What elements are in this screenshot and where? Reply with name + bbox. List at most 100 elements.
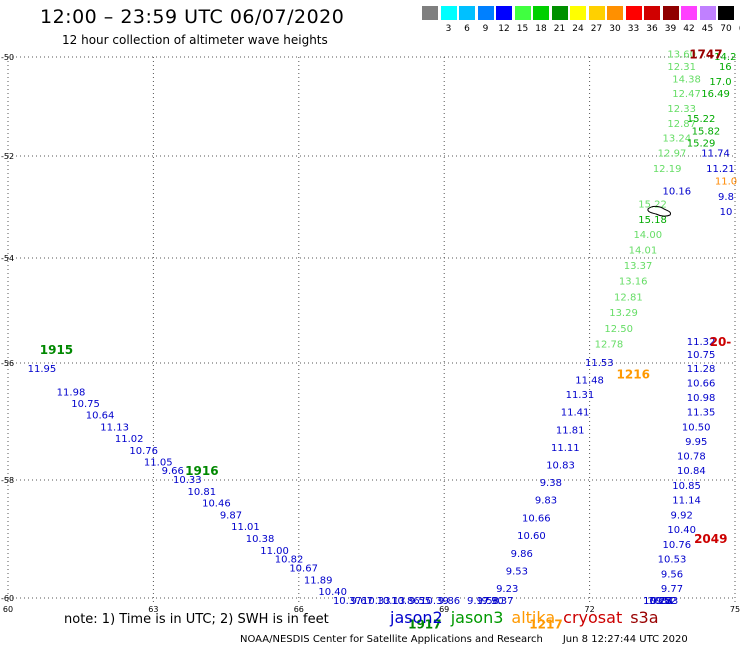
wave-height-value: 10.76 <box>129 446 158 457</box>
map-subtitle: 12 hour collection of altimeter wave hei… <box>62 33 328 47</box>
pass-time-label: 1747 <box>689 48 722 62</box>
satellite-name: s3a <box>630 608 659 627</box>
lat-tick-label: -60 <box>1 594 14 603</box>
wave-height-value: 11.02 <box>115 434 144 445</box>
wave-height-value: 12.87 <box>667 119 696 130</box>
legend-swatch <box>718 6 734 20</box>
legend-label: 27 <box>590 24 603 34</box>
wave-height-value: 10.67 <box>289 564 318 575</box>
lon-tick-label: 75 <box>730 605 740 614</box>
wave-height-value: 9.87 <box>220 510 242 521</box>
wave-height-value: 9.53 <box>506 566 528 577</box>
wave-height-value: 15.18 <box>638 215 667 226</box>
wave-height-value: 10.78 <box>677 452 706 463</box>
legend-swatch <box>662 6 679 20</box>
time-labels: 1915 1916 1917 1217 1216 2049 20- 1747 <box>40 48 732 632</box>
wave-height-value: 14.00 <box>633 230 662 241</box>
wave-height-value: 10.75 <box>71 399 100 410</box>
legend-label: 33 <box>627 24 640 34</box>
footnote: note: 1) Time is in UTC; 2) SWH is in fe… <box>64 612 329 627</box>
lat-tick-label: -58 <box>1 476 14 485</box>
wave-height-value: 11.00 <box>260 546 289 557</box>
legend-label: 15 <box>516 24 529 34</box>
legend-label: 30 <box>609 24 621 34</box>
legend-swatch <box>477 6 494 20</box>
wave-height-value: 14.2 <box>714 52 736 63</box>
pass-time-label: 1916 <box>185 464 218 478</box>
wave-height-value: 10.40 <box>667 525 696 536</box>
legend-label: 70 <box>720 24 732 34</box>
wave-height-value: 12.31 <box>667 62 696 73</box>
credit-source: NOAA/NESDIS Center for Satellite Applica… <box>240 634 543 645</box>
legend-swatch <box>533 6 549 20</box>
wave-height-value: 10.81 <box>188 487 217 498</box>
legend-label: 45 <box>701 24 714 34</box>
wave-height-value: 9.23 <box>496 584 518 595</box>
legend-swatch <box>699 6 716 20</box>
wave-height-value: 11.13 <box>100 422 129 433</box>
wave-height-value: 12.78 <box>595 340 624 351</box>
pass-time-label: 1216 <box>617 368 650 382</box>
lon-tick-label: 69 <box>439 605 449 614</box>
wave-height-value: 10.83 <box>546 460 575 471</box>
wave-height-value: 17.0 <box>709 77 731 88</box>
wave-height-value: 11.89 <box>304 575 333 586</box>
wave-height-value: 11.11 <box>551 443 580 454</box>
credit-timestamp: Jun 8 12:27:44 UTC 2020 <box>562 634 688 645</box>
wave-height-value: 10.50 <box>682 422 711 433</box>
wave-height-value: 11.14 <box>672 496 701 507</box>
wave-height-value: 10.85 <box>672 481 701 492</box>
wave-height-value: 13.16 <box>619 277 648 288</box>
island-outline <box>647 205 671 217</box>
wave-height-value: 12.97 <box>658 149 687 160</box>
legend-label: 3 <box>445 24 452 34</box>
wave-height-value: 9.77 <box>661 584 683 595</box>
wave-height-value: 11.35 <box>687 408 716 419</box>
wave-height-value: 16 <box>719 62 732 73</box>
wave-height-value: 9.56 <box>661 569 683 580</box>
wave-height-value: 9.8 <box>718 192 734 203</box>
wave-height-value: 9.38 <box>540 478 562 489</box>
wave-height-value: 12.47 <box>672 89 701 100</box>
wave-height-value: 9.58 <box>477 596 499 607</box>
lat-tick-label: -50 <box>1 53 14 62</box>
wave-height-value: 12.81 <box>614 292 643 303</box>
wave-height-value: 10.98 <box>687 393 716 404</box>
wave-height-value: 10.66 <box>687 378 716 389</box>
legend-unit: (ft) <box>734 24 740 34</box>
lon-tick-label: 66 <box>294 605 304 614</box>
lon-tick-label: 60 <box>3 605 13 614</box>
pass-time-label: 2049 <box>694 532 727 546</box>
wave-height-value: 11.41 <box>561 408 590 419</box>
legend-swatch <box>551 6 568 20</box>
wave-height-value: 9.92 <box>671 510 693 521</box>
wave-height-value: 15.22 <box>638 199 667 210</box>
wave-height-value: 11.74 <box>701 149 730 160</box>
legend-swatch <box>644 6 660 20</box>
wave-height-value: 15.82 <box>692 126 721 137</box>
legend-label: 6 <box>464 24 470 34</box>
wave-height-value: 9.66 <box>162 466 184 477</box>
legend-swatch <box>681 6 697 20</box>
wave-height-value: 11.01 <box>231 522 260 533</box>
legend-label: 39 <box>664 24 677 34</box>
legend-label: 21 <box>553 24 566 34</box>
wave-height-value: 11.31 <box>566 390 595 401</box>
wave-height-value: 10.16 <box>663 187 692 198</box>
wave-height-value: 10.33 <box>362 596 391 607</box>
wave-height-value: 9.83 <box>535 496 557 507</box>
legend-label: 24 <box>572 24 584 34</box>
wave-height-value: 10.40 <box>318 587 347 598</box>
satellite-name: jason3 <box>450 608 504 627</box>
wave-height-value: 10.66 <box>522 513 551 524</box>
legend-swatch <box>625 6 642 20</box>
satellite-name: jason2 <box>390 608 443 627</box>
legend-label: 42 <box>683 24 695 34</box>
pass-time-label: 1917 <box>408 618 441 632</box>
wave-height-value: 10.46 <box>202 499 231 510</box>
wave-height-value: 11.95 <box>28 364 57 375</box>
wave-height-value: 11.28 <box>687 364 716 375</box>
lon-tick-label: 72 <box>585 605 595 614</box>
lat-tick-label: -52 <box>1 152 14 161</box>
legend-swatch <box>514 6 531 20</box>
